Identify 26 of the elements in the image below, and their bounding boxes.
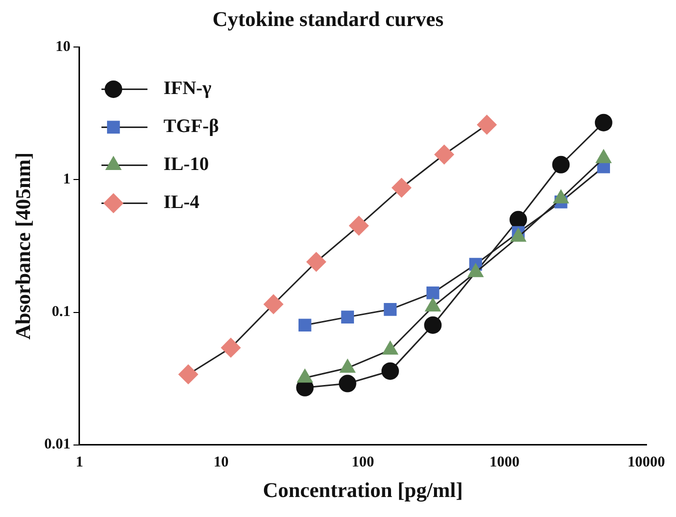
- legend-label: IFN-γ: [163, 78, 212, 100]
- legend-label: IL-4: [163, 192, 200, 214]
- point: [338, 374, 356, 392]
- point: [552, 156, 570, 174]
- x-axis-title: Concentration [pg/ml]: [262, 478, 463, 502]
- point: [424, 316, 442, 334]
- y-tick-label: 10: [55, 39, 70, 56]
- x-tick-label: 1000: [490, 454, 520, 471]
- legend-label: TGF-β: [163, 116, 219, 138]
- point: [426, 286, 440, 300]
- x-tick-label: 1: [76, 454, 84, 471]
- x-tick-label: 100: [352, 454, 374, 471]
- point: [594, 114, 612, 132]
- point: [298, 318, 312, 332]
- y-tick-label: 0.1: [52, 304, 70, 320]
- legend-label: IL-10: [163, 154, 209, 176]
- point: [341, 310, 354, 324]
- point: [510, 210, 528, 228]
- x-tick-label: 10000: [628, 454, 665, 471]
- chart-title: Cytokine standard curves: [212, 7, 444, 32]
- x-tick-label: 10: [214, 454, 229, 471]
- y-axis-title: Absorbance [405nm]: [11, 152, 36, 340]
- y-tick-label: 1: [62, 172, 70, 188]
- point: [384, 303, 397, 316]
- point: [381, 362, 399, 380]
- y-tick-label: 0.01: [44, 436, 70, 453]
